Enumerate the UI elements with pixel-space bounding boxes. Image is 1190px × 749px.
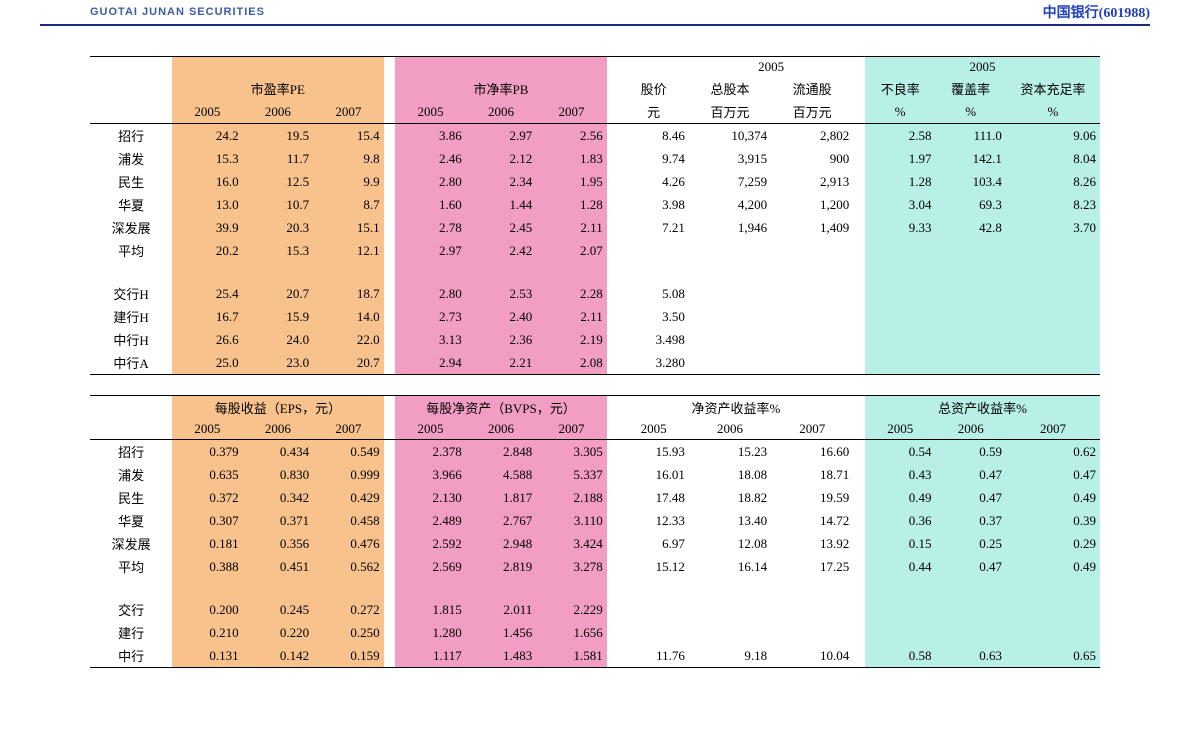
- bank-label: 中行H: [90, 328, 172, 351]
- bank-label: 平均: [90, 555, 172, 578]
- roa-header: 总资产收益率%: [865, 396, 1100, 420]
- bank-label: 深发展: [90, 216, 172, 239]
- bank-label: 交行H: [90, 282, 172, 305]
- coverage-header: 覆盖率: [935, 77, 1005, 100]
- bank-label: 华夏: [90, 509, 172, 532]
- bank-label: 浦发: [90, 147, 172, 170]
- header-rule: [40, 24, 1150, 26]
- pe-header: 市盈率PE: [172, 77, 383, 100]
- price-header: 股价: [618, 77, 688, 100]
- bank-label: [90, 578, 172, 598]
- bank-label: 民生: [90, 170, 172, 193]
- bank-label: 中行: [90, 644, 172, 668]
- roe-header: 净资产收益率%: [618, 396, 853, 420]
- pb-header: 市净率PB: [395, 77, 606, 100]
- valuation-table: 20052005市盈率PE市净率PB股价总股本流通股不良率覆盖率资本充足率200…: [90, 56, 1100, 375]
- bank-label: 交行: [90, 598, 172, 621]
- bank-label: 招行: [90, 440, 172, 464]
- bank-label: 浦发: [90, 463, 172, 486]
- bank-label: 民生: [90, 486, 172, 509]
- year-2005-shares: 2005: [689, 57, 853, 78]
- floatshares-header: 流通股: [771, 77, 853, 100]
- bank-label: 招行: [90, 124, 172, 148]
- ticker-text: 中国银行(601988): [1043, 2, 1150, 22]
- bank-label: 中行A: [90, 351, 172, 375]
- eps-header: 每股收益（EPS，元）: [172, 396, 383, 420]
- brand-text: GUOTAI JUNAN SECURITIES: [90, 6, 265, 18]
- bvps-header: 每股净资产（BVPS，元）: [395, 396, 606, 420]
- bank-label: [90, 262, 172, 282]
- bank-label: 建行H: [90, 305, 172, 328]
- bank-label: 建行: [90, 621, 172, 644]
- bank-label: 深发展: [90, 532, 172, 555]
- bank-label: 华夏: [90, 193, 172, 216]
- npl-header: 不良率: [865, 77, 935, 100]
- bank-label: 平均: [90, 239, 172, 262]
- year-2005-ratios: 2005: [865, 57, 1100, 78]
- car-header: 资本充足率: [1006, 77, 1100, 100]
- top-bar: GUOTAI JUNAN SECURITIES 中国银行(601988): [0, 0, 1190, 24]
- pershare-table: 每股收益（EPS，元）每股净资产（BVPS，元）净资产收益率%总资产收益率%20…: [90, 395, 1100, 668]
- totalshares-header: 总股本: [689, 77, 771, 100]
